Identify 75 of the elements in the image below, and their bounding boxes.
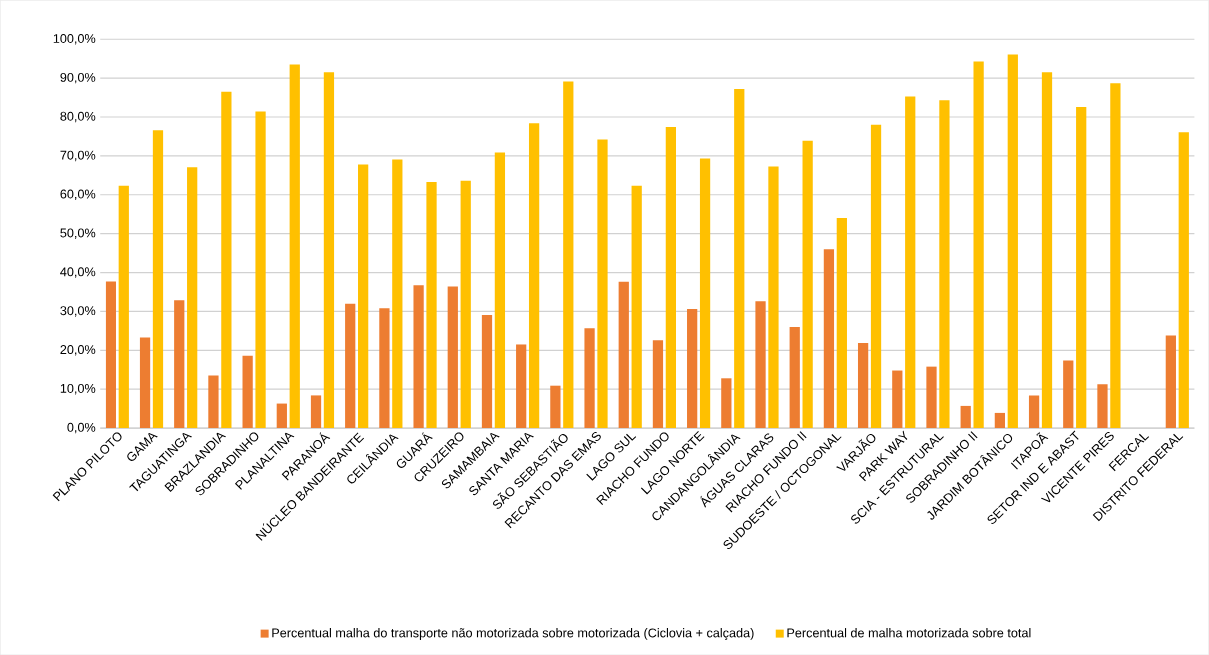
bar [528, 123, 540, 428]
y-tick-label: 40,0% [60, 267, 96, 278]
bar [447, 286, 458, 428]
bar [481, 314, 493, 428]
bar [665, 127, 676, 428]
bar [652, 340, 664, 428]
bar [1097, 384, 1108, 428]
bar [139, 337, 151, 428]
bar [1063, 360, 1074, 428]
bar [823, 249, 835, 428]
bar [426, 181, 437, 428]
bar [687, 308, 698, 428]
bar [221, 91, 232, 428]
bar [118, 185, 129, 428]
bar [550, 385, 561, 428]
bar [392, 159, 403, 428]
bar [255, 111, 266, 428]
bar [584, 328, 595, 428]
bar [905, 96, 916, 428]
bar [836, 217, 847, 428]
bar [926, 366, 937, 428]
bar [960, 405, 971, 428]
bar [276, 403, 287, 428]
bar [994, 412, 1006, 428]
bar [939, 100, 950, 428]
bar [1007, 54, 1018, 428]
bar [721, 378, 732, 428]
bar [631, 185, 642, 428]
y-tick-label: 30,0% [60, 306, 96, 317]
y-tick-label: 90,0% [60, 72, 96, 84]
bar [516, 344, 527, 428]
y-tick-label: 70,0% [60, 150, 96, 162]
bar [892, 370, 903, 428]
bar [494, 152, 506, 428]
bar [460, 180, 471, 428]
bar [768, 166, 779, 428]
y-tick-label: 100,0% [53, 33, 96, 45]
y-tick-label: 50,0% [60, 228, 96, 239]
bar [358, 164, 369, 428]
bar [755, 301, 766, 428]
y-tick-label: 0,0% [67, 422, 96, 434]
legend-label: Percentual malha do transporte não motorizada sobre motorizada (Ciclovia + calçada) [272, 627, 754, 640]
bar [734, 88, 745, 428]
bar [1110, 83, 1121, 428]
bar [973, 61, 984, 428]
y-tick-label: 10,0% [60, 383, 96, 395]
y-tick-label: 60,0% [60, 189, 96, 200]
bar [152, 130, 164, 428]
bar [699, 158, 711, 428]
bar [1076, 106, 1087, 428]
bar [1028, 395, 1040, 428]
legend-label: Percentual de malha motorizada sobre total [787, 627, 1031, 638]
bar [618, 281, 629, 428]
bar [242, 355, 253, 428]
bar [597, 139, 608, 428]
bar [105, 281, 116, 428]
bar [1041, 72, 1053, 428]
bar [208, 375, 219, 428]
bar [345, 303, 356, 428]
bar [187, 167, 198, 428]
bar [310, 395, 322, 428]
bar [379, 308, 390, 428]
bar [857, 342, 869, 428]
bar [1178, 132, 1189, 428]
bar [289, 64, 300, 428]
bar [789, 326, 800, 428]
y-tick-label: 20,0% [60, 344, 96, 356]
bar [1165, 335, 1176, 428]
bar [870, 124, 882, 428]
bar [174, 300, 185, 428]
bar [323, 72, 335, 428]
y-tick-label: 80,0% [60, 111, 96, 123]
bar [802, 140, 813, 428]
bar [413, 285, 424, 428]
bar [563, 81, 574, 428]
